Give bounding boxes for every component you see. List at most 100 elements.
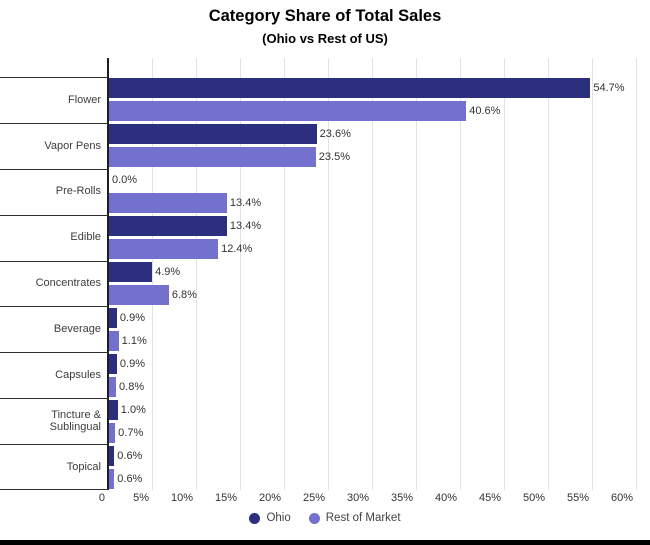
- category-label: Tincture & Sublingual: [0, 398, 108, 444]
- category-bars: 0.9% 0.8%: [108, 352, 650, 398]
- legend-item-ohio: Ohio: [249, 512, 291, 524]
- category-label: Topical: [0, 444, 108, 490]
- bar-value-label: 40.6%: [469, 105, 501, 118]
- category-bars: 13.4% 12.4%: [108, 215, 650, 261]
- bar-rest-of-market-vapor-pens: [109, 147, 316, 168]
- category-label: Pre-Rolls: [0, 168, 108, 215]
- bar-value-label: 0.6%: [117, 472, 143, 485]
- legend: Ohio Rest of Market: [0, 512, 650, 524]
- x-axis-tick-label: 10%: [170, 492, 193, 504]
- gridline: [416, 58, 417, 490]
- bar-value-label: 13.4%: [229, 197, 262, 210]
- bar-rest-of-market-topical: [109, 468, 115, 489]
- category-label: Edible: [0, 214, 108, 261]
- x-axis-tick-label: 30%: [346, 492, 369, 504]
- legend-marker-ohio-icon: [249, 512, 261, 524]
- x-axis-tick-label: 45%: [478, 492, 501, 504]
- bar-rest-of-market-edible: [109, 239, 219, 260]
- bar-rest-of-market-tincture-sublingual: [109, 422, 116, 443]
- gridline: [372, 58, 373, 490]
- bar-ohio-edible: [109, 216, 227, 237]
- bar-line-ohio: 1.0%: [109, 399, 650, 420]
- legend-item-rest-of-market: Rest of Market: [308, 512, 401, 524]
- bar-line-rest-of-market: 0.8%: [109, 376, 650, 397]
- bar-rest-of-market-flower: [109, 101, 467, 122]
- bar-value-label: 0.6%: [117, 449, 143, 462]
- bar-rest-of-market-concentrates: [109, 285, 169, 305]
- chart-title: Category Share of Total Sales: [208, 7, 442, 25]
- legend-label: Ohio: [266, 512, 291, 524]
- x-axis-tick-label: 55%: [566, 492, 589, 504]
- category-label: Flower: [0, 77, 108, 123]
- category-row-tincture-sublingual: Tincture & Sublingual 1.0% 0.7%: [0, 398, 650, 444]
- bar-rest-of-market-pre-rolls: [109, 193, 227, 214]
- bar-value-label: 1.1%: [121, 334, 147, 347]
- bar-value-label: 1.0%: [120, 403, 146, 416]
- bar-line-rest-of-market: 13.4%: [109, 193, 650, 214]
- bar-value-label: 6.8%: [171, 289, 197, 301]
- category-label: Vapor Pens: [0, 122, 108, 169]
- category-rows: Flower 54.7% 40.6% Vapor Pens 23.6% 23.5% Pre-…: [0, 77, 650, 490]
- category-bars: 54.7% 40.6%: [108, 77, 650, 123]
- gridline: [152, 58, 153, 490]
- x-axis-tick-label: 50%: [522, 492, 545, 504]
- bar-line-ohio: 0.9%: [109, 307, 650, 328]
- bar-ohio-flower: [109, 78, 591, 99]
- bar-line-ohio: 0.6%: [109, 445, 650, 466]
- bar-value-label: 4.9%: [155, 266, 181, 278]
- category-label: Concentrates: [0, 260, 108, 307]
- bar-line-ohio: 4.9%: [109, 262, 650, 282]
- bar-ohio-beverage: [109, 307, 117, 328]
- category-row-edible: Edible 13.4% 12.4%: [0, 214, 650, 261]
- bar-line-ohio: 23.6%: [109, 124, 650, 145]
- bar-value-label: 23.5%: [318, 151, 350, 164]
- x-axis-tick-label: 35%: [390, 492, 413, 504]
- bar-value-label: 54.7%: [593, 82, 625, 95]
- x-axis-tick-label: 60%: [610, 492, 633, 504]
- bar-line-ohio: 13.4%: [109, 216, 650, 237]
- bar-ohio-tincture-sublingual: [109, 399, 118, 420]
- gridline: [328, 58, 329, 490]
- bar-line-rest-of-market: 1.1%: [109, 330, 650, 351]
- bar-line-rest-of-market: 0.6%: [109, 468, 650, 489]
- plot-area: Flower 54.7% 40.6% Vapor Pens 23.6% 23.5% Pre-…: [0, 58, 650, 490]
- category-bars: 1.0% 0.7%: [108, 398, 650, 444]
- legend-marker-rest-of-market-icon: [308, 512, 320, 524]
- x-axis-tick-label: 40%: [434, 492, 457, 504]
- category-bars: 4.9% 6.8%: [108, 261, 650, 307]
- bar-rest-of-market-beverage: [109, 330, 119, 351]
- x-axis-tick-label: 5%: [133, 492, 149, 504]
- bar-line-rest-of-market: 6.8%: [109, 285, 650, 305]
- x-axis-tick-label: 20%: [258, 492, 281, 504]
- gridline: [548, 58, 549, 490]
- category-bars: 23.6% 23.5%: [108, 123, 650, 169]
- bar-ohio-concentrates: [109, 262, 153, 282]
- x-axis-tick-label: 25%: [302, 492, 325, 504]
- gridline: [196, 58, 197, 490]
- bar-ohio-capsules: [109, 353, 117, 374]
- bar-ohio-topical: [109, 445, 115, 466]
- category-row-beverage: Beverage 0.9% 1.1%: [0, 306, 650, 352]
- bar-line-ohio: 54.7%: [109, 78, 650, 99]
- bar-ohio-vapor-pens: [109, 124, 317, 145]
- bar-value-label: 0.9%: [119, 357, 145, 370]
- category-row-concentrates: Concentrates 4.9% 6.8%: [0, 260, 650, 307]
- gridline: [592, 58, 593, 490]
- bar-value-label: 0.8%: [119, 380, 145, 393]
- gridline: [240, 58, 241, 490]
- bar-rest-of-market-capsules: [109, 376, 117, 397]
- gridline: [284, 58, 285, 490]
- bar-value-label: 12.4%: [221, 243, 253, 256]
- legend-label: Rest of Market: [325, 512, 401, 524]
- category-label: Beverage: [0, 306, 108, 352]
- x-axis-tick-label: 15%: [214, 492, 237, 504]
- bar-value-label: 0.7%: [118, 426, 144, 439]
- category-row-flower: Flower 54.7% 40.6%: [0, 77, 650, 123]
- bar-line-rest-of-market: 0.7%: [109, 422, 650, 443]
- category-label: Capsules: [0, 352, 108, 398]
- bar-line-ohio: 0.9%: [109, 353, 650, 374]
- category-row-topical: Topical 0.6% 0.6%: [0, 444, 650, 490]
- category-row-pre-rolls: Pre-Rolls 0.0% 13.4%: [0, 168, 650, 215]
- gridline: [504, 58, 505, 490]
